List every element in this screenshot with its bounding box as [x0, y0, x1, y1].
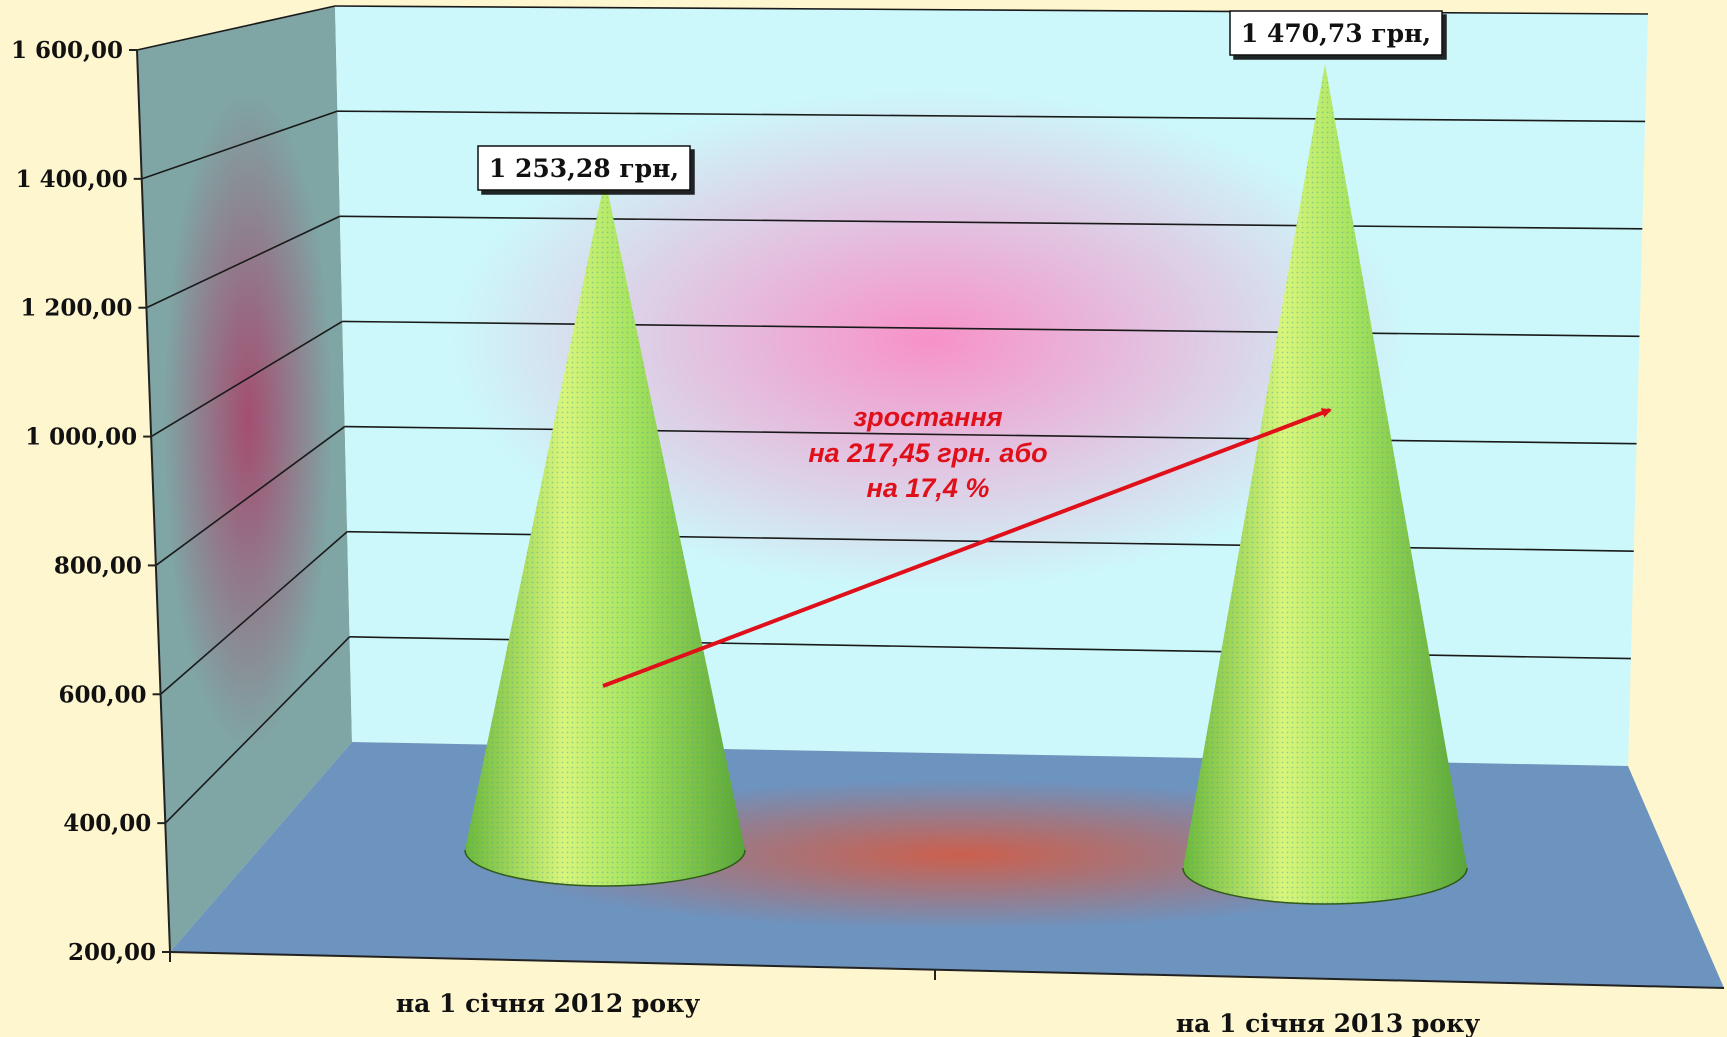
gridline-side: [155, 425, 346, 567]
gridline-side: [164, 636, 351, 824]
gridline-back: [339, 215, 1643, 230]
cone-2: [1182, 63, 1468, 905]
data-label-1: 1 253,28 грн,: [477, 145, 691, 191]
x-axis: на 1 січня 2012 року на 1 січня 2013 року: [169, 951, 1725, 1037]
category-label-1: на 1 січня 2012 року: [396, 989, 700, 1018]
cone-texture: [465, 178, 745, 887]
y-tick-label: 800,00: [54, 552, 142, 579]
data-label-box: [1229, 10, 1443, 56]
annotation-line-2: на 217,45 грн. або: [808, 438, 1047, 468]
category-label-2: на 1 січня 2013 року: [1176, 1009, 1480, 1037]
cones: [464, 63, 1468, 905]
data-label-box: [477, 145, 691, 191]
cone-1: [464, 178, 746, 887]
gridline-side: [160, 531, 348, 695]
y-tick-label: 200,00: [68, 939, 156, 966]
data-label-2: 1 470,73 грн,: [1229, 10, 1443, 56]
y-tick-label: 400,00: [63, 810, 151, 837]
cone-texture: [1183, 63, 1467, 904]
y-tick-label: 1 600,00: [11, 37, 123, 64]
gridline-side: [136, 5, 336, 51]
gridline-side: [141, 110, 338, 180]
side-wall-glow: [163, 90, 333, 750]
growth-annotation: зростання на 217,45 грн. або на 17,4 %: [602, 402, 1332, 688]
growth-arrow: [602, 408, 1332, 688]
gridline-side: [146, 215, 341, 309]
data-label-text: 1 470,73 грн,: [1241, 19, 1431, 48]
annotation-line-1: зростання: [853, 402, 1002, 432]
y-tick-label: 1 200,00: [20, 295, 132, 322]
back-wall-glow: [450, 90, 1410, 590]
gridline-back: [342, 320, 1640, 338]
x-axis-line: [169, 951, 1725, 989]
annotation-line-3: на 17,4 %: [867, 473, 990, 503]
data-label-text: 1 253,28 грн,: [489, 154, 679, 183]
y-tick-label: 1 400,00: [16, 166, 128, 193]
y-tick-label: 600,00: [59, 681, 147, 708]
y-tick-label: 1 000,00: [25, 424, 137, 451]
y-axis: 200,00 400,00 600,00 800,00 1 000,00 1 200,00…: [11, 37, 171, 966]
y-axis-line: [136, 49, 171, 953]
data-labels: 1 253,28 грн, 1 470,73 грн,: [477, 10, 1443, 191]
cone-rim: [1182, 867, 1468, 905]
cone-rim: [464, 849, 746, 887]
gridline-back: [337, 110, 1646, 123]
gridline-side: [150, 320, 343, 438]
